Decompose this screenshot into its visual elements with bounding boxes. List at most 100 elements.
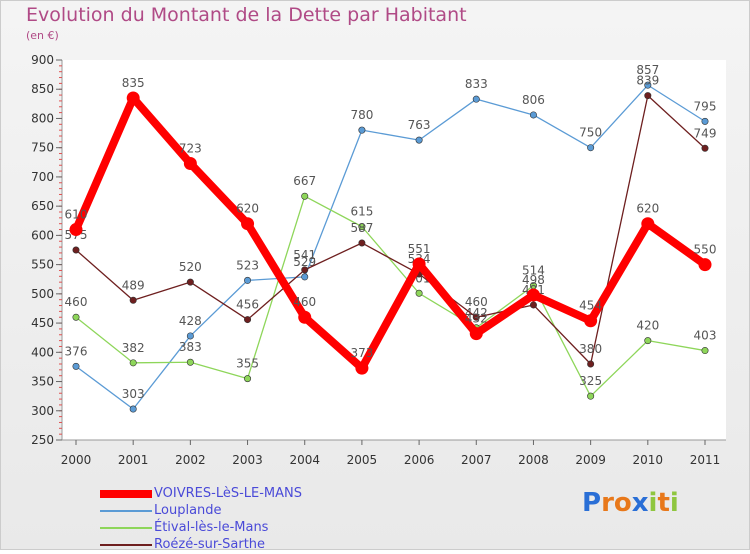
- data-label-voivres-l-s-le-mans: 620: [236, 202, 259, 216]
- data-point-louplande: [186, 332, 194, 340]
- data-point-ro-z-sur-sarthe: [358, 239, 366, 247]
- y-tick-label: 250: [31, 433, 54, 447]
- data-label-louplande: 750: [579, 126, 602, 140]
- data-point-louplande: [301, 273, 309, 281]
- data-label-louplande: 806: [522, 93, 545, 107]
- data-point-ro-z-sur-sarthe: [186, 278, 194, 286]
- data-point-louplande: [472, 95, 480, 103]
- data-label-louplande: 523: [236, 258, 259, 272]
- x-tick-label: 2008: [518, 453, 549, 467]
- x-tick-label: 2005: [347, 453, 378, 467]
- data-label-louplande: 303: [122, 387, 145, 401]
- data-label-tival-l-s-le-mans: 355: [236, 357, 259, 371]
- y-tick-label: 700: [31, 170, 54, 184]
- y-tick-label: 850: [31, 82, 54, 96]
- data-point-voivres-l-s-le-mans: [69, 223, 83, 237]
- data-label-louplande: 763: [408, 118, 431, 132]
- data-label-louplande: 833: [465, 77, 488, 91]
- legend-swatch-roeze: [100, 544, 152, 546]
- data-point-tival-l-s-le-mans: [186, 358, 194, 366]
- data-label-ro-z-sur-sarthe: 749: [694, 126, 717, 140]
- legend-label-louplande: Louplande: [154, 503, 222, 518]
- data-label-louplande: 428: [179, 314, 202, 328]
- data-label-louplande: 795: [694, 99, 717, 113]
- series-line-louplande: [75, 84, 706, 410]
- data-label-voivres-l-s-le-mans: 551: [408, 242, 431, 256]
- series-line-ro-z-sur-sarthe: [75, 95, 706, 365]
- logo-letter: i: [648, 488, 658, 518]
- series-line-voivres-l-s-le-mans: [72, 94, 709, 373]
- logo-letter: r: [601, 488, 614, 518]
- data-point-voivres-l-s-le-mans: [355, 361, 369, 375]
- data-point-ro-z-sur-sarthe: [301, 266, 309, 274]
- data-label-tival-l-s-le-mans: 403: [694, 329, 717, 343]
- x-tick-label: 2001: [118, 453, 149, 467]
- data-point-louplande: [415, 136, 423, 144]
- y-tick-label: 650: [31, 199, 54, 213]
- logo-letter: x: [631, 488, 649, 518]
- y-tick-label: 450: [31, 316, 54, 330]
- data-point-tival-l-s-le-mans: [244, 375, 252, 383]
- legend-label-etival: Étival-lès-le-Mans: [154, 520, 269, 535]
- data-point-tival-l-s-le-mans: [358, 223, 366, 231]
- y-tick-label: 750: [31, 141, 54, 155]
- chart-subtitle: (en €): [26, 29, 59, 42]
- x-tick-label: 2002: [175, 453, 206, 467]
- legend-swatch-etival: [100, 527, 152, 529]
- logo-letter: t: [657, 488, 670, 518]
- data-point-ro-z-sur-sarthe: [244, 316, 252, 324]
- x-tick-label: 2010: [633, 453, 664, 467]
- data-point-tival-l-s-le-mans: [415, 289, 423, 297]
- data-point-louplande: [644, 81, 652, 89]
- data-label-tival-l-s-le-mans: 383: [179, 340, 202, 354]
- data-label-tival-l-s-le-mans: 615: [350, 205, 373, 219]
- legend-label-voivres: VOIVRES-LèS-LE-MANS: [154, 486, 303, 501]
- logo-letter: i: [669, 488, 679, 518]
- data-label-tival-l-s-le-mans: 325: [579, 374, 602, 388]
- data-label-voivres-l-s-le-mans: 432: [465, 312, 488, 326]
- data-point-ro-z-sur-sarthe: [644, 92, 652, 100]
- data-label-tival-l-s-le-mans: 514: [522, 264, 545, 278]
- data-point-ro-z-sur-sarthe: [72, 246, 80, 254]
- data-label-tival-l-s-le-mans: 460: [65, 295, 88, 309]
- legend-label-roeze: Roézé-sur-Sarthe: [154, 537, 266, 552]
- data-point-louplande: [529, 111, 537, 119]
- data-point-louplande: [587, 144, 595, 152]
- data-point-louplande: [701, 117, 709, 125]
- data-label-voivres-l-s-le-mans: 498: [522, 273, 545, 287]
- data-point-voivres-l-s-le-mans: [412, 257, 426, 271]
- data-point-ro-z-sur-sarthe: [701, 144, 709, 152]
- data-point-ro-z-sur-sarthe: [587, 360, 595, 368]
- legend-swatch-voivres: [100, 490, 152, 498]
- data-label-louplande: 376: [65, 344, 88, 358]
- plot-area: [62, 60, 726, 440]
- data-point-louplande: [72, 362, 80, 370]
- x-tick-label: 2003: [232, 453, 263, 467]
- data-point-voivres-l-s-le-mans: [241, 217, 255, 231]
- data-label-louplande: 780: [350, 108, 373, 122]
- series-line-tival-l-s-le-mans: [75, 195, 706, 397]
- proxiti-logo: Proxiti: [582, 488, 679, 518]
- data-point-ro-z-sur-sarthe: [529, 301, 537, 309]
- data-label-voivres-l-s-le-mans: 620: [636, 202, 659, 216]
- data-point-voivres-l-s-le-mans: [183, 156, 197, 170]
- y-tick-label: 500: [31, 287, 54, 301]
- x-tick-label: 2006: [404, 453, 435, 467]
- data-point-ro-z-sur-sarthe: [472, 313, 480, 321]
- y-tick-label: 400: [31, 345, 54, 359]
- data-label-louplande: 529: [293, 255, 316, 269]
- y-tick-label: 800: [31, 111, 54, 125]
- data-point-voivres-l-s-le-mans: [469, 327, 483, 341]
- data-label-voivres-l-s-le-mans: 723: [179, 141, 202, 155]
- y-tick-label: 350: [31, 375, 54, 389]
- data-label-tival-l-s-le-mans: 382: [122, 341, 145, 355]
- data-point-voivres-l-s-le-mans: [698, 258, 712, 272]
- y-tick-label: 550: [31, 258, 54, 272]
- y-tick-label: 900: [31, 53, 54, 67]
- data-label-ro-z-sur-sarthe: 839: [636, 74, 659, 88]
- x-tick-label: 2007: [461, 453, 492, 467]
- y-tick-label: 300: [31, 404, 54, 418]
- data-label-voivres-l-s-le-mans: 610: [65, 208, 88, 222]
- data-label-ro-z-sur-sarthe: 541: [293, 248, 316, 262]
